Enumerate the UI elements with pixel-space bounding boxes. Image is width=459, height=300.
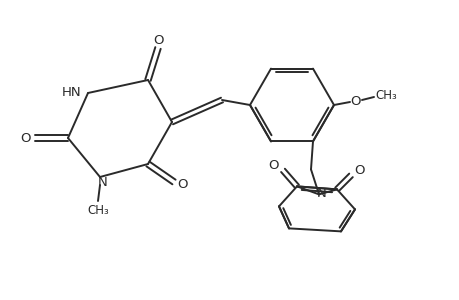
Text: O: O: [177, 178, 188, 190]
Text: O: O: [153, 34, 164, 46]
Text: O: O: [350, 94, 360, 107]
Text: N: N: [98, 176, 108, 188]
Text: O: O: [21, 131, 31, 145]
Text: O: O: [354, 164, 364, 177]
Text: CH₃: CH₃: [87, 205, 109, 218]
Text: N: N: [316, 187, 326, 200]
Text: O: O: [268, 159, 279, 172]
Text: HN: HN: [62, 85, 82, 98]
Text: CH₃: CH₃: [374, 88, 396, 101]
